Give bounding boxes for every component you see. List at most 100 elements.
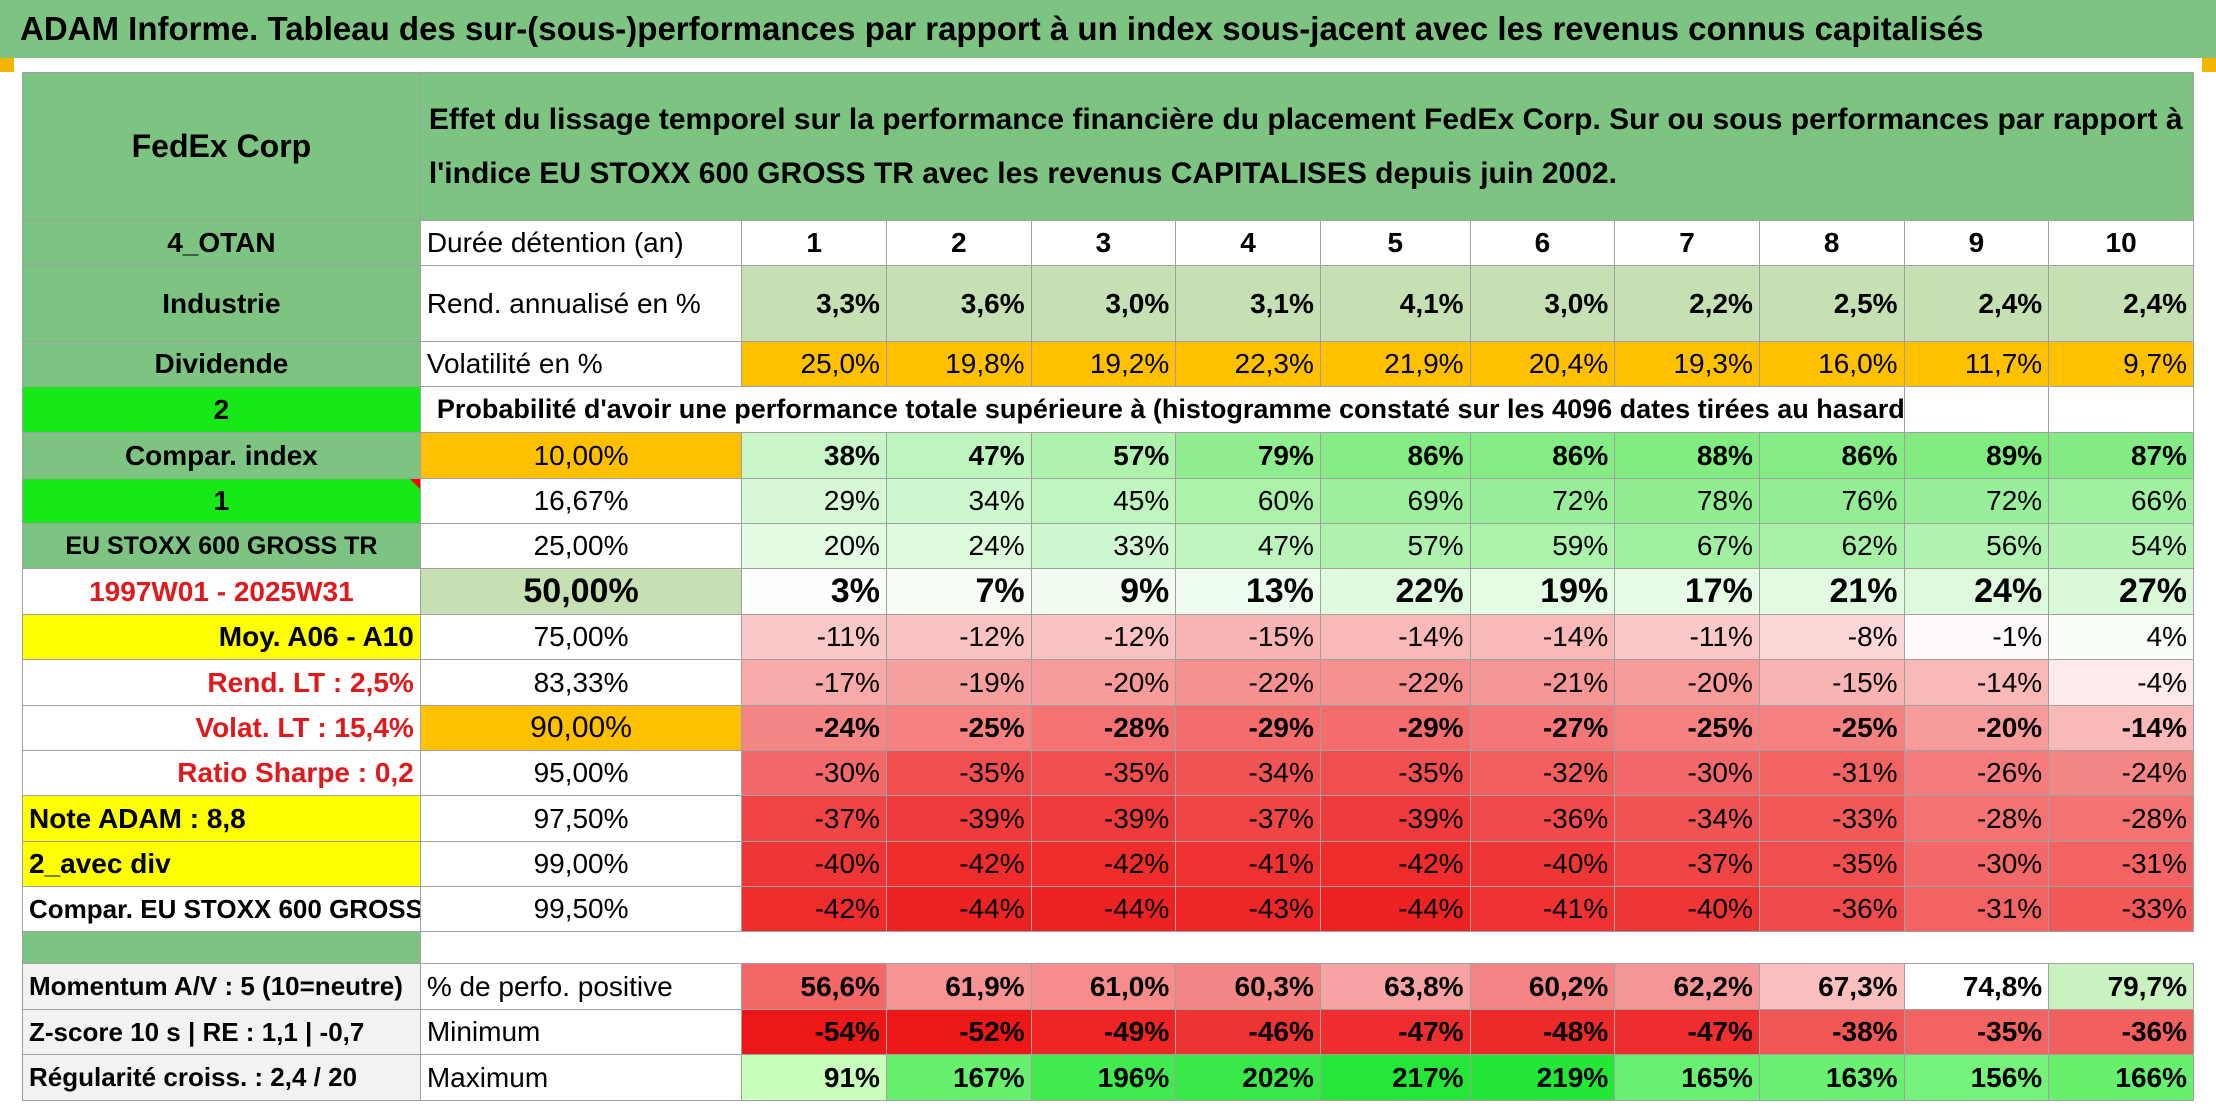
performance-table-frame: FedEx Corp Effet du lissage temporel sur… <box>22 72 2195 1108</box>
probability-cell: 57% <box>1319 523 1471 569</box>
corner-marker <box>0 58 14 72</box>
year-header: 2 <box>885 220 1032 266</box>
volatility-cell: 19,8% <box>885 341 1032 387</box>
threshold-cell: 90,00% <box>419 705 743 751</box>
probability-cell: -41% <box>1469 886 1616 932</box>
report-title: ADAM Informe. Tableau des sur-(sous-)per… <box>0 0 2216 58</box>
label-avec-div: 2_avec div <box>22 841 421 887</box>
probability-cell: -21% <box>1469 659 1616 706</box>
minimum-cell: -49% <box>1030 1009 1177 1055</box>
duration-row: 4_OTAN Durée détention (an) 1 2 3 4 5 6 … <box>22 220 2194 266</box>
probability-cell: -15% <box>1175 614 1321 660</box>
return-cell: 3,0% <box>1469 265 1616 342</box>
probability-cell: 72% <box>1469 478 1616 524</box>
label-num1: 1 <box>22 478 421 524</box>
probability-cell: -11% <box>741 614 887 660</box>
spacer-cell <box>420 931 2194 964</box>
minimum-cell: -47% <box>1319 1009 1471 1055</box>
probability-cell: 3% <box>741 568 887 615</box>
volatility-cell: 21,9% <box>1319 341 1471 387</box>
performance-table: FedEx Corp Effet du lissage temporel sur… <box>22 72 2195 1101</box>
probability-cell: -42% <box>1030 841 1177 887</box>
probability-cell: -26% <box>1903 750 2050 796</box>
volatility-cell: 22,3% <box>1175 341 1321 387</box>
probability-cell: -29% <box>1175 705 1321 751</box>
positive-perf-label: % de perfo. positive <box>419 963 743 1010</box>
label-compar-index: Compar. index <box>22 432 421 479</box>
positive-perf-cell: 60,3% <box>1175 963 1321 1010</box>
probability-row-median: 1997W01 - 2025W31 50,00% 3% 7% 9% 13% 22… <box>22 568 2194 615</box>
return-cell: 2,5% <box>1758 265 1905 342</box>
title-divider <box>0 58 2216 66</box>
maximum-cell: 196% <box>1030 1054 1177 1101</box>
probability-cell: -44% <box>1030 886 1177 932</box>
volatility-cell: 25,0% <box>741 341 887 387</box>
probability-cell: -22% <box>1319 659 1471 706</box>
positive-perf-row: Momentum A/V : 5 (10=neutre) % de perfo.… <box>22 963 2194 1010</box>
probability-cell: -42% <box>1319 841 1471 887</box>
probability-cell: -42% <box>885 841 1032 887</box>
return-cell: 3,6% <box>885 265 1032 342</box>
volatility-cell: 9,7% <box>2048 341 2194 387</box>
probability-cell: -42% <box>741 886 887 932</box>
threshold-cell: 83,33% <box>419 659 743 706</box>
year-header: 5 <box>1319 220 1471 266</box>
probability-cell: -44% <box>1319 886 1471 932</box>
probability-row: EU STOXX 600 GROSS TR 25,00% 20% 24% 33%… <box>22 523 2194 569</box>
probability-cell: 34% <box>885 478 1032 524</box>
probability-cell: 89% <box>1903 432 2050 479</box>
probability-cell: -35% <box>1030 750 1177 796</box>
positive-perf-cell: 62,2% <box>1614 963 1760 1010</box>
threshold-cell: 50,00% <box>419 568 743 615</box>
probability-cell: -30% <box>1903 841 2050 887</box>
probability-cell: 27% <box>2048 568 2194 615</box>
label-period: 1997W01 - 2025W31 <box>22 568 421 615</box>
probability-cell: 4% <box>2048 614 2194 660</box>
positive-perf-cell: 61,9% <box>885 963 1032 1010</box>
minimum-cell: -35% <box>1903 1009 2050 1055</box>
probability-row: Moy. A06 - A10 75,00% -11% -12% -12% -15… <box>22 614 2194 660</box>
label-moy: Moy. A06 - A10 <box>22 614 421 660</box>
year-header: 1 <box>741 220 887 266</box>
label-index-name: EU STOXX 600 GROSS TR <box>22 523 421 569</box>
probability-cell: 20% <box>741 523 887 569</box>
maximum-cell: 163% <box>1758 1054 1905 1101</box>
maximum-label: Maximum <box>419 1054 743 1101</box>
probability-cell: 86% <box>1758 432 1905 479</box>
probability-cell: -36% <box>1758 886 1905 932</box>
probability-header-row: 2 Probabilité d'avoir une performance to… <box>22 386 2194 433</box>
probability-cell: -37% <box>1614 841 1760 887</box>
probability-cell: -30% <box>1614 750 1760 796</box>
probability-cell: -27% <box>1469 705 1616 751</box>
label-sector: Industrie <box>22 265 421 342</box>
probability-cell: -32% <box>1469 750 1616 796</box>
threshold-cell: 95,00% <box>419 750 743 796</box>
minimum-cell: -47% <box>1614 1009 1760 1055</box>
probability-cell: -25% <box>885 705 1032 751</box>
probability-cell: -4% <box>2048 659 2194 706</box>
company-name: FedEx Corp <box>22 72 421 221</box>
probability-cell: 62% <box>1758 523 1905 569</box>
probability-cell: 54% <box>2048 523 2194 569</box>
probability-cell: -34% <box>1175 750 1321 796</box>
spacer-cell <box>22 931 421 964</box>
minimum-row: Z-score 10 s | RE : 1,1 | -0,7 Minimum -… <box>22 1009 2194 1055</box>
threshold-cell: 10,00% <box>419 432 743 479</box>
probability-cell: -14% <box>1469 614 1616 660</box>
maximum-cell: 167% <box>885 1054 1032 1101</box>
probability-cell: -31% <box>1903 886 2050 932</box>
volatility-cell: 19,3% <box>1614 341 1760 387</box>
empty-cell <box>2048 386 2194 433</box>
positive-perf-cell: 60,2% <box>1469 963 1616 1010</box>
label-note: Note ADAM : 8,8 <box>22 795 421 842</box>
probability-cell: 21% <box>1758 568 1905 615</box>
probability-cell: -15% <box>1758 659 1905 706</box>
probability-cell: -28% <box>1903 795 2050 842</box>
threshold-cell: 16,67% <box>419 478 743 524</box>
positive-perf-cell: 74,8% <box>1903 963 2050 1010</box>
volatility-row: Dividende Volatilité en % 25,0% 19,8% 19… <box>22 341 2194 387</box>
probability-cell: 24% <box>885 523 1032 569</box>
year-header: 6 <box>1469 220 1616 266</box>
positive-perf-cell: 61,0% <box>1030 963 1177 1010</box>
volatility-cell: 19,2% <box>1030 341 1177 387</box>
